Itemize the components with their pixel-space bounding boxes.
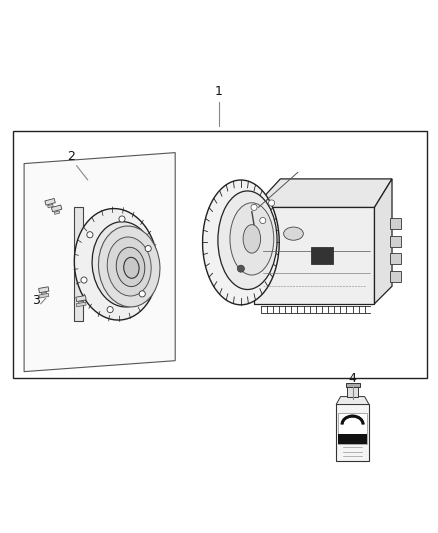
Ellipse shape — [283, 227, 303, 240]
Ellipse shape — [92, 222, 156, 307]
Bar — [338, 413, 367, 445]
Polygon shape — [336, 397, 369, 405]
Ellipse shape — [342, 416, 363, 433]
Bar — [51, 205, 62, 212]
Polygon shape — [74, 207, 83, 321]
Bar — [347, 387, 358, 397]
Circle shape — [251, 204, 257, 211]
Circle shape — [268, 200, 275, 206]
Bar — [336, 405, 369, 462]
Polygon shape — [374, 179, 392, 304]
Bar — [311, 247, 333, 264]
Text: 1: 1 — [215, 85, 223, 98]
Bar — [39, 293, 49, 298]
Circle shape — [139, 291, 145, 297]
Bar — [76, 302, 86, 307]
Text: 3: 3 — [32, 294, 40, 307]
Bar — [48, 204, 53, 208]
Bar — [390, 253, 401, 264]
Ellipse shape — [107, 237, 151, 296]
Polygon shape — [24, 152, 175, 372]
Ellipse shape — [243, 225, 261, 253]
Ellipse shape — [230, 203, 274, 275]
Ellipse shape — [116, 247, 145, 287]
Bar — [78, 301, 84, 304]
Circle shape — [87, 232, 93, 238]
Bar — [346, 383, 360, 387]
Bar — [39, 287, 49, 293]
Text: 4: 4 — [349, 372, 357, 385]
Bar — [390, 236, 401, 247]
Ellipse shape — [74, 208, 158, 320]
Circle shape — [81, 277, 87, 283]
Bar — [390, 271, 401, 282]
Bar — [13, 131, 427, 378]
Bar — [254, 207, 374, 304]
Ellipse shape — [99, 226, 160, 307]
Circle shape — [237, 265, 244, 272]
Ellipse shape — [124, 257, 139, 278]
Bar — [390, 219, 401, 229]
Ellipse shape — [218, 191, 277, 289]
Bar — [76, 296, 86, 302]
Circle shape — [107, 306, 113, 313]
Circle shape — [119, 216, 125, 222]
Polygon shape — [254, 179, 392, 207]
Bar — [45, 198, 55, 205]
Text: 2: 2 — [67, 150, 75, 163]
Bar — [338, 434, 367, 445]
Ellipse shape — [202, 180, 279, 305]
Bar — [41, 292, 47, 295]
Circle shape — [145, 246, 151, 252]
Bar — [54, 211, 60, 214]
Circle shape — [260, 217, 266, 223]
